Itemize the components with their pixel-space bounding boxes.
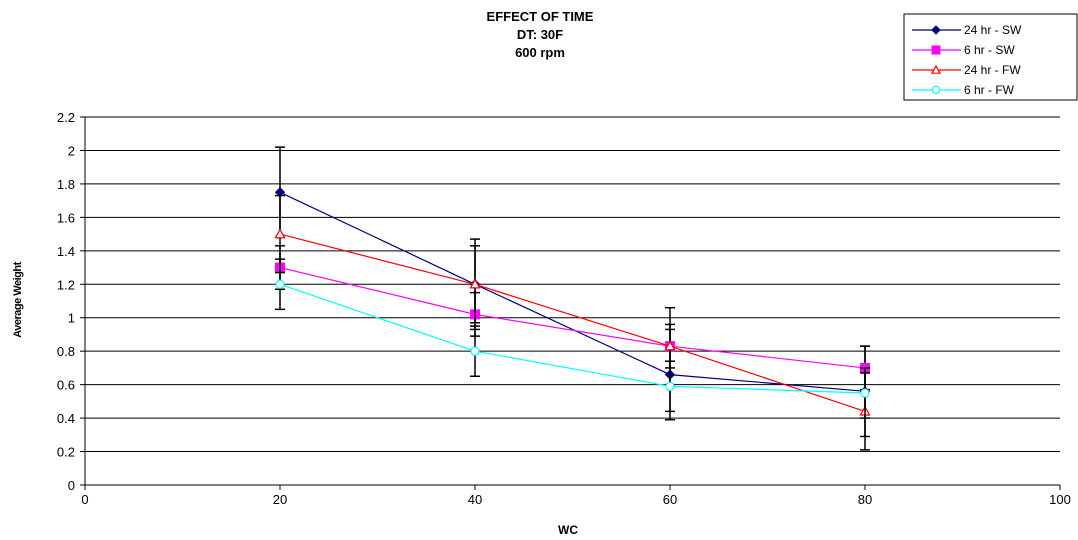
legend-label: 24 hr - FW [964,63,1021,77]
x-axis-ticks: 0 20 40 60 80 100 [81,485,1071,507]
series-line [279,233,866,412]
series-group [274,146,871,451]
series-line [279,266,866,369]
data-point-marker [860,388,870,398]
x-tick-label: 20 [273,492,287,507]
data-point-marker [469,278,481,289]
data-point-marker [931,45,941,55]
data-point-marker [665,381,675,391]
series-2 [274,194,871,451]
chart-title: EFFECT OF TIME DT: 30F 600 rpm [487,9,594,60]
x-tick-label: 100 [1049,492,1071,507]
series-line [279,191,866,392]
data-point-marker [931,85,941,95]
gridlines [85,116,1060,453]
y-tick-label: 1.8 [57,177,75,192]
y-tick-label: 1 [68,311,75,326]
y-tick-label: 0.8 [57,344,75,359]
x-tick-label: 40 [468,492,482,507]
legend-item: 6 hr - SW [912,43,1015,57]
data-point-marker [930,64,942,74]
y-axis-label: Average Weight [12,261,24,337]
chart-title-line-2: DT: 30F [517,27,563,42]
series-line [279,283,866,394]
y-axis-ticks: 0 0.2 0.4 0.6 0.8 1 1.2 1.4 1.6 1.8 2 2.2 [57,110,85,493]
data-point-marker [470,346,480,356]
legend-item: 24 hr - FW [912,63,1021,77]
y-tick-label: 1.2 [57,277,75,292]
x-tick-label: 60 [663,492,677,507]
y-tick-label: 0.2 [57,445,75,460]
y-tick-label: 0 [68,478,75,493]
data-point-marker [275,279,285,289]
error-bars [275,146,870,438]
legend-label: 6 hr - SW [964,43,1015,57]
x-axis-label: WC [558,523,578,537]
legend-box [903,13,1078,101]
y-tick-label: 0.6 [57,378,75,393]
y-tick-label: 2 [68,143,75,158]
legend-label: 6 hr - FW [964,83,1015,97]
y-tick-label: 1.4 [57,244,75,259]
legend-item: 6 hr - FW [912,83,1015,97]
data-point-marker [931,25,941,35]
data-point-marker [664,340,676,351]
y-tick-label: 1.6 [57,210,75,225]
y-tick-label: 0.4 [57,411,75,426]
y-tick-label: 2.2 [57,110,75,125]
legend: 24 hr - SW 6 hr - SW 24 hr - FW 6 hr - FW [903,13,1078,101]
legend-item: 24 hr - SW [912,23,1022,37]
data-point-marker [274,228,286,239]
series-3 [275,258,870,419]
x-tick-label: 0 [81,492,88,507]
legend-label: 24 hr - SW [964,23,1022,37]
x-tick-label: 80 [858,492,872,507]
series-0 [274,146,871,438]
error-bars [275,258,870,419]
chart-title-line-1: EFFECT OF TIME [487,9,594,24]
error-bars [275,194,870,451]
chart-title-line-3: 600 rpm [515,45,565,60]
